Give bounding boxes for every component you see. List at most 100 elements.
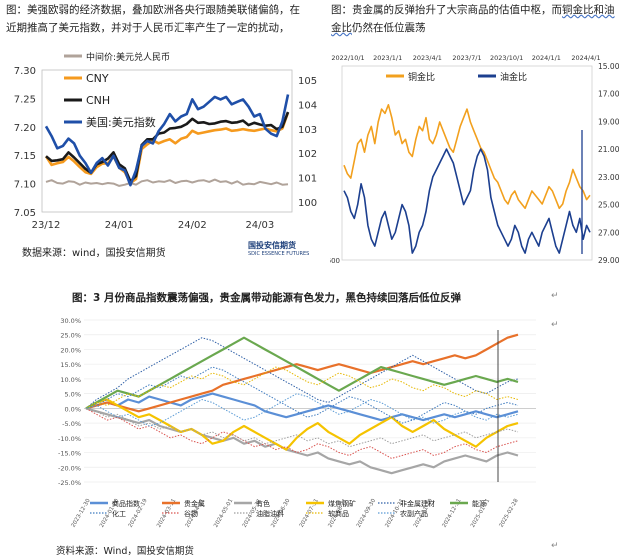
ratio-series-line bbox=[343, 148, 591, 254]
fx-right-tick: 100 bbox=[298, 198, 317, 209]
fx-x-tick: 24/03 bbox=[245, 220, 274, 231]
caption-left: 图：美强欧弱的经济数据，叠加欧洲各央行跟随美联储偏鸽，在 近期推高了美元指数，并… bbox=[6, 1, 324, 37]
para-mark-1: ↵ bbox=[551, 291, 559, 301]
ratio-series-line bbox=[343, 103, 591, 210]
source-bottom: 资料来源：Wind，国投安信期货 bbox=[56, 546, 194, 557]
para-mark-3: ↵ bbox=[551, 541, 559, 551]
ratio-x-tick: 2023/10/1 bbox=[490, 54, 523, 62]
comm-y-tick: 30.0% bbox=[60, 317, 81, 325]
logo-text: 国投安信期货 bbox=[248, 241, 296, 250]
comm-y-tick: 15.0% bbox=[60, 361, 81, 369]
fx-left-tick: 7.30 bbox=[14, 66, 36, 77]
ratio-right-tick: 25.00 bbox=[598, 201, 620, 210]
ratio-x-tick: 2024/1/1 bbox=[532, 54, 561, 62]
comm-y-tick: -20.0% bbox=[58, 464, 81, 472]
fx-right-tick: 103 bbox=[298, 125, 317, 136]
comm-series-line bbox=[85, 393, 519, 427]
para-mark-2: ↵ bbox=[551, 320, 559, 330]
ratio-x-tick: 2023/4/1 bbox=[413, 54, 442, 62]
fx-x-tick: 24/01 bbox=[105, 220, 134, 231]
ratio-right-tick: 29.00 bbox=[598, 256, 620, 265]
fx-plot-frame bbox=[41, 69, 293, 213]
caption-right-link: 铜金比和油 bbox=[562, 4, 615, 16]
comm-series-line bbox=[85, 392, 519, 422]
comm-y-tick: 25.0% bbox=[60, 332, 81, 340]
comm-series-line bbox=[85, 337, 519, 409]
ratio-plot-frame bbox=[341, 65, 593, 261]
comm-legend-label: 软商品 bbox=[328, 509, 349, 518]
ratio-right-tick: 19.00 bbox=[598, 117, 620, 126]
ratio-x-tick: 2023/1/1 bbox=[373, 54, 402, 62]
fx-x-tick: 24/02 bbox=[178, 220, 207, 231]
comm-series-line bbox=[85, 333, 519, 413]
comm-series-line bbox=[85, 398, 519, 451]
comm-y-tick: -5.0% bbox=[62, 420, 81, 428]
fx-left-tick: 7.05 bbox=[14, 208, 36, 219]
caption-right: 图：贵金属的反弹抬升了大宗商品的估值中枢，而铜金比和油 金比仍然在低位震荡 bbox=[331, 1, 627, 37]
logo: 国投安信期货 SDIC ESSENCE FUTURES bbox=[248, 240, 309, 257]
comm-legend-label: 非金属建材 bbox=[400, 499, 435, 508]
comm-x-tick: 2024-05-01 bbox=[213, 498, 234, 529]
ratio-left-tick: 600 bbox=[330, 257, 340, 265]
comm-series-line bbox=[85, 336, 519, 410]
comm-x-tick: 2024-09-30 bbox=[356, 498, 377, 529]
ratio-x-tick: 2023/7/1 bbox=[452, 54, 481, 62]
fx-series-line bbox=[45, 178, 289, 187]
comm-legend-label: 有色 bbox=[256, 499, 270, 508]
comm-legend-label: 农副产品 bbox=[400, 509, 428, 518]
caption-bottom: 图：3 月份商品指数震荡偏强，贵金属带动能源有色发力，黑色持续回落后低位反弹 bbox=[72, 292, 461, 304]
comm-legend-label: 油脂油料 bbox=[256, 509, 284, 518]
ratio-legend-label: 油金比 bbox=[500, 71, 527, 83]
commodity-chart: 30.0% 25.0% 20.0% 15.0% 10.0% 5.0% 0.0% -5.0% -1… bbox=[58, 317, 536, 529]
caption-right-line2: 仍然在低位震荡 bbox=[352, 22, 426, 34]
comm-legend-label: 能源 bbox=[472, 499, 486, 508]
fx-legend-label: CNY bbox=[86, 72, 109, 85]
fx-x-tick: 23/12 bbox=[32, 220, 61, 231]
comm-legend-label: 化工 bbox=[112, 509, 126, 518]
comm-series-line bbox=[85, 366, 519, 424]
comm-y-tick: 5.0% bbox=[64, 391, 81, 399]
comm-y-tick: 0.0% bbox=[64, 405, 81, 413]
fx-series-line bbox=[44, 94, 290, 187]
ratio-right-tick: 15.00 bbox=[598, 62, 620, 71]
fx-left-tick: 7.25 bbox=[14, 94, 36, 105]
fx-chart: 7.05 7.10 7.15 7.20 7.25 7.30 100 101 102 103 104 1… bbox=[14, 51, 317, 231]
fx-series-line bbox=[45, 111, 290, 183]
fx-series-line bbox=[44, 112, 290, 185]
comm-legend-label: 贵金属 bbox=[184, 499, 205, 508]
comm-series-line bbox=[85, 366, 519, 409]
ratio-x-tick: 2024/4/1 bbox=[571, 54, 600, 62]
comm-y-tick: 10.0% bbox=[60, 376, 81, 384]
caption-right-line2-link: 金比 bbox=[331, 22, 352, 34]
fx-right-tick: 105 bbox=[298, 76, 317, 87]
comm-x-tick: 2023-12-30 bbox=[71, 498, 92, 529]
ratio-right-tick: 23.00 bbox=[598, 173, 620, 182]
ratio-chart: 15.00 17.00 19.00 21.00 23.00 25.00 27.00 29.00… bbox=[330, 54, 620, 265]
fx-legend-label: 中间价:美元兑人民币 bbox=[86, 51, 170, 63]
comm-x-tick: 2025-02-28 bbox=[499, 498, 520, 529]
ratio-right-tick: 27.00 bbox=[598, 228, 620, 237]
ratio-right-tick: 17.00 bbox=[598, 90, 620, 99]
caption-left-line1: 图：美强欧弱的经济数据，叠加欧洲各央行跟随美联储偏鸽，在 bbox=[6, 4, 300, 16]
fx-left-tick: 7.15 bbox=[14, 151, 36, 162]
caption-left-line2: 近期推高了美元指数，并对于人民币汇率产生了一定的扰动， bbox=[6, 22, 290, 34]
comm-legend-label: 煤焦钢矿 bbox=[328, 499, 356, 508]
source-left: 数据来源：wind，国投安信期货 bbox=[22, 248, 166, 259]
comm-y-tick: -15.0% bbox=[58, 450, 81, 458]
ratio-legend-label: 铜金比 bbox=[408, 71, 435, 83]
comm-legend-label: 商品指数 bbox=[112, 499, 140, 508]
caption-right-line1: 图：贵金属的反弹抬升了大宗商品的估值中枢，而 bbox=[331, 4, 562, 16]
ratio-right-tick: 21.00 bbox=[598, 145, 620, 154]
fx-legend-label: CNH bbox=[86, 94, 110, 107]
fx-left-tick: 7.10 bbox=[14, 180, 36, 191]
logo-sub: SDIC ESSENCE FUTURES bbox=[248, 251, 310, 257]
fx-right-tick: 104 bbox=[298, 100, 317, 111]
fx-right-tick: 101 bbox=[298, 174, 317, 185]
comm-y-tick: -10.0% bbox=[58, 435, 81, 443]
comm-series-line bbox=[85, 407, 519, 448]
fx-left-tick: 7.20 bbox=[14, 123, 36, 134]
comm-y-tick: -25.0% bbox=[58, 479, 81, 487]
fx-legend-label: 美国:美元指数 bbox=[86, 115, 156, 129]
comm-y-tick: 20.0% bbox=[60, 346, 81, 354]
comm-legend-label: 谷物 bbox=[184, 509, 198, 518]
